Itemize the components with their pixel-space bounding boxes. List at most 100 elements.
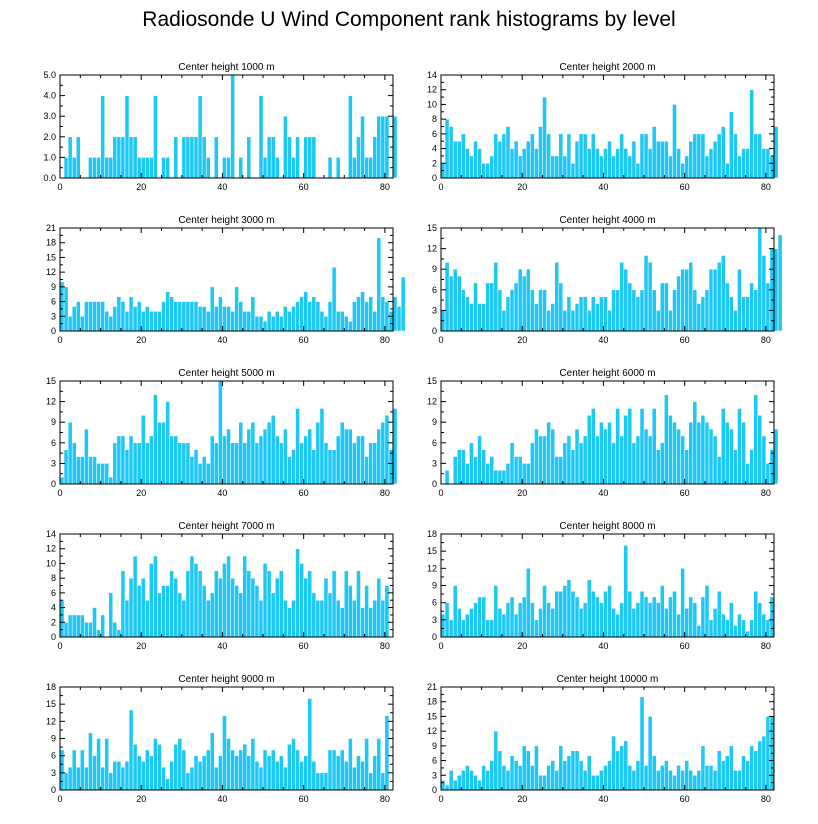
x-tick-label: 20 <box>517 182 527 192</box>
histogram-bar <box>465 463 470 485</box>
histogram-bar <box>140 761 146 791</box>
histogram-bar <box>733 133 738 179</box>
histogram-bar <box>595 775 600 791</box>
histogram-bar <box>631 608 637 638</box>
histogram-bar <box>295 136 300 179</box>
histogram-bar <box>761 148 767 179</box>
histogram-bar <box>456 449 462 485</box>
y-tick-label: 15 <box>46 376 56 386</box>
histogram-bar <box>92 301 97 332</box>
histogram-bar <box>513 760 519 791</box>
histogram-bar <box>497 750 503 791</box>
histogram-bar <box>595 596 600 638</box>
histogram-bar <box>562 442 568 485</box>
histogram-bar <box>493 730 499 791</box>
histogram-panel-10: Center height 10000 m 0 20 40 60 80 0 3 6 9 12 15 18… <box>427 674 775 804</box>
histogram-bar <box>274 577 280 638</box>
histogram-bar <box>530 133 535 179</box>
histogram-bar <box>753 590 759 638</box>
histogram-bar <box>668 770 673 791</box>
histogram-bar <box>100 614 105 638</box>
histogram-bar <box>469 770 474 791</box>
histogram-bar <box>591 133 596 179</box>
histogram-bar <box>489 760 495 791</box>
histogram-bar <box>741 619 746 638</box>
histogram-bar <box>737 155 742 179</box>
histogram-bar <box>315 599 321 638</box>
y-tick-label: 1.0 <box>43 152 56 162</box>
histogram-bar <box>380 421 386 485</box>
histogram-bar <box>655 140 661 179</box>
histogram-bar <box>773 248 779 332</box>
y-tick-label: 3 <box>432 458 437 468</box>
histogram-bar <box>526 750 531 791</box>
histogram-bar <box>128 296 134 332</box>
y-tick-label: 3 <box>51 311 56 321</box>
histogram-bar <box>452 585 458 638</box>
histogram-bar <box>501 613 507 638</box>
histogram-bar <box>729 111 734 179</box>
histogram-bar <box>684 760 689 791</box>
histogram-bar <box>270 749 276 791</box>
histogram-bar <box>745 463 750 485</box>
histogram-bar <box>92 456 97 485</box>
histogram-bar <box>197 761 203 791</box>
histogram-bar <box>291 738 296 791</box>
histogram-bar <box>680 568 685 638</box>
histogram-bar <box>262 428 268 485</box>
histogram-bar <box>364 301 369 332</box>
histogram-bar <box>623 268 629 332</box>
histogram-bar <box>335 599 341 638</box>
y-tick-label: 12 <box>427 563 437 573</box>
histogram-bar <box>287 456 292 485</box>
histogram-bar <box>741 296 746 332</box>
histogram-bar <box>356 296 361 332</box>
histogram-bar <box>145 442 150 485</box>
histogram-bar <box>672 590 677 638</box>
y-tick-label: 21 <box>427 682 437 692</box>
histogram-panel-8: Center height 8000 m 0 20 40 60 80 0 3 6 9 12 15 18 <box>427 521 775 651</box>
y-tick-label: 3.0 <box>43 111 56 121</box>
histogram-bar <box>700 296 706 332</box>
histogram-bar <box>145 157 150 179</box>
histogram-bar <box>299 296 304 332</box>
histogram-bar <box>246 570 252 638</box>
histogram-bar <box>307 301 313 332</box>
panel-title: Center height 6000 m <box>559 368 655 379</box>
histogram-bar <box>360 291 365 332</box>
histogram-bar <box>635 602 641 638</box>
x-tick-label: 60 <box>680 335 690 345</box>
y-tick-label: 6 <box>432 129 437 139</box>
histogram-bar <box>153 95 158 179</box>
histogram-bar <box>120 136 126 179</box>
histogram-bar <box>327 592 333 638</box>
histogram-bar <box>140 311 146 332</box>
histogram-bar <box>311 592 317 638</box>
x-tick-label: 40 <box>598 335 608 345</box>
histogram-bar <box>692 602 698 638</box>
histogram-bar <box>513 140 519 179</box>
histogram-bar <box>238 157 243 179</box>
histogram-bar <box>149 157 154 179</box>
y-tick-label: 6 <box>432 285 437 295</box>
histogram-bar <box>262 749 268 791</box>
histogram-bar <box>615 289 620 332</box>
histogram-bar <box>319 599 325 638</box>
histogram-bar <box>485 282 490 332</box>
histogram-panel-4: Center height 4000 m 0 20 40 60 80 0 3 6 9 12 15 <box>427 215 783 345</box>
histogram-bar <box>262 157 268 179</box>
histogram-bar <box>376 577 382 638</box>
histogram-bar <box>469 303 474 332</box>
histogram-bar <box>352 766 357 791</box>
histogram-bar <box>161 766 166 791</box>
histogram-bar <box>222 435 227 485</box>
histogram-bar <box>725 755 730 791</box>
histogram-bar <box>501 765 507 791</box>
histogram-bar <box>570 750 576 791</box>
histogram-bar <box>660 140 665 179</box>
histogram-bar <box>452 140 458 179</box>
histogram-bar <box>356 435 361 485</box>
histogram-bar <box>283 428 288 485</box>
histogram-bar <box>120 766 126 791</box>
histogram-bar <box>234 755 239 791</box>
